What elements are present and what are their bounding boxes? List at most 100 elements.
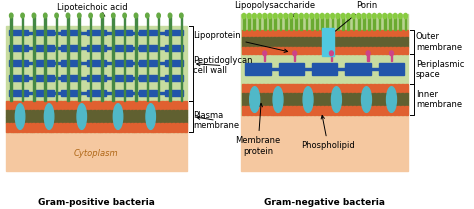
Bar: [17, 101, 20, 110]
Bar: [389, 14, 391, 30]
Bar: [180, 117, 183, 123]
Ellipse shape: [78, 13, 81, 18]
Bar: [333, 30, 336, 37]
Bar: [349, 30, 352, 37]
Bar: [361, 84, 364, 93]
Bar: [40, 101, 43, 110]
Bar: [135, 14, 137, 101]
Bar: [127, 117, 130, 123]
Bar: [146, 101, 149, 110]
Bar: [17, 110, 20, 117]
Bar: [250, 99, 253, 106]
Bar: [87, 45, 106, 51]
Bar: [97, 123, 100, 132]
Bar: [305, 93, 309, 99]
Bar: [164, 110, 168, 117]
Bar: [374, 14, 375, 30]
Bar: [365, 99, 368, 106]
Bar: [385, 42, 388, 47]
Bar: [67, 14, 69, 101]
Bar: [164, 30, 183, 36]
Bar: [369, 37, 372, 42]
Bar: [36, 117, 39, 123]
Bar: [337, 14, 338, 30]
Bar: [381, 99, 384, 106]
Bar: [25, 123, 28, 132]
Bar: [153, 101, 156, 110]
Bar: [262, 47, 265, 54]
Bar: [146, 14, 148, 101]
Bar: [56, 14, 57, 101]
Bar: [13, 110, 17, 117]
Bar: [353, 93, 356, 99]
Bar: [357, 106, 360, 115]
Bar: [265, 99, 269, 106]
Bar: [317, 93, 320, 99]
Ellipse shape: [289, 13, 292, 19]
Bar: [282, 99, 284, 106]
Bar: [309, 30, 312, 37]
Bar: [373, 99, 376, 106]
Bar: [28, 101, 32, 110]
Bar: [341, 30, 344, 37]
Bar: [389, 106, 392, 115]
Bar: [164, 117, 168, 123]
Bar: [329, 93, 332, 99]
Ellipse shape: [388, 13, 392, 19]
Bar: [329, 42, 332, 47]
Bar: [87, 75, 106, 81]
Bar: [180, 110, 183, 117]
Bar: [254, 37, 257, 42]
Bar: [6, 101, 187, 132]
Ellipse shape: [366, 51, 370, 56]
Ellipse shape: [273, 87, 283, 112]
Bar: [9, 75, 28, 81]
Bar: [35, 75, 54, 81]
Bar: [392, 37, 396, 42]
Bar: [87, 60, 106, 66]
Ellipse shape: [315, 13, 319, 19]
Bar: [325, 30, 328, 37]
Bar: [392, 106, 396, 115]
Bar: [277, 37, 281, 42]
Bar: [290, 93, 292, 99]
Bar: [82, 123, 84, 132]
Bar: [337, 106, 340, 115]
Bar: [294, 53, 295, 61]
Bar: [242, 30, 245, 37]
Bar: [341, 84, 344, 93]
Bar: [138, 110, 141, 117]
Bar: [285, 106, 289, 115]
Bar: [108, 123, 111, 132]
Bar: [116, 117, 118, 123]
Bar: [146, 123, 149, 132]
Bar: [405, 93, 408, 99]
Ellipse shape: [55, 13, 58, 18]
Ellipse shape: [305, 13, 308, 19]
Bar: [97, 117, 100, 123]
Bar: [295, 14, 297, 30]
Ellipse shape: [362, 87, 372, 112]
Bar: [397, 106, 400, 115]
Bar: [116, 101, 118, 110]
Bar: [257, 37, 261, 42]
Bar: [273, 106, 277, 115]
Ellipse shape: [66, 13, 70, 18]
Bar: [176, 123, 179, 132]
Bar: [369, 47, 372, 54]
Bar: [368, 14, 370, 30]
Ellipse shape: [89, 13, 92, 18]
Bar: [262, 37, 265, 42]
Ellipse shape: [21, 13, 24, 18]
Bar: [373, 84, 376, 93]
Bar: [131, 101, 134, 110]
Bar: [89, 110, 92, 117]
Bar: [329, 84, 332, 93]
Ellipse shape: [362, 13, 365, 19]
Bar: [265, 84, 269, 93]
Bar: [172, 117, 175, 123]
Bar: [47, 123, 51, 132]
Bar: [357, 30, 360, 37]
Bar: [250, 42, 253, 47]
Bar: [285, 14, 286, 30]
